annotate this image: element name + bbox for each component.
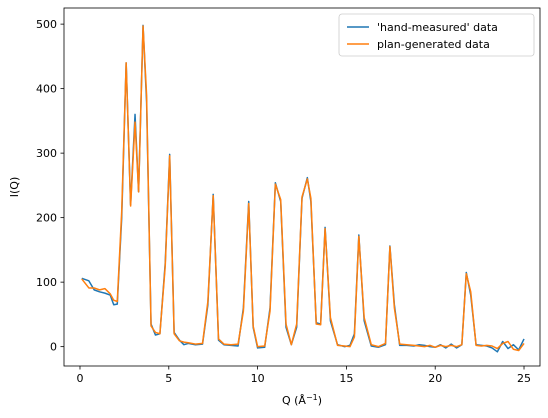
- plot-lines: [81, 24, 525, 353]
- x-tick-label: 25: [517, 372, 531, 385]
- y-axis-label: I(Q): [8, 177, 21, 198]
- x-axis-ticks: 0 5 10 15 20 25: [76, 366, 531, 385]
- y-tick-label: 0: [50, 341, 57, 354]
- y-axis-ticks: 0 100 200 300 400 500: [36, 18, 64, 354]
- x-axis-label: Q (Å−1): [282, 393, 322, 407]
- x-tick-label: 15: [339, 372, 353, 385]
- y-tick-label: 400: [36, 83, 57, 96]
- legend: 'hand-measured' data plan-generated data: [338, 13, 535, 57]
- legend-label-hand-measured: 'hand-measured' data: [377, 21, 498, 34]
- y-tick-label: 300: [36, 147, 57, 160]
- legend-label-plan-generated: plan-generated data: [377, 38, 490, 51]
- series-line-1: [81, 25, 525, 352]
- y-tick-label: 500: [36, 18, 57, 31]
- plot-frame: [63, 7, 541, 367]
- x-tick-label: 5: [165, 372, 172, 385]
- x-tick-label: 10: [251, 372, 265, 385]
- y-tick-label: 100: [36, 276, 57, 289]
- x-tick-label: 0: [76, 372, 83, 385]
- y-tick-label: 200: [36, 212, 57, 225]
- legend-box: [338, 13, 535, 57]
- x-tick-label: 20: [428, 372, 442, 385]
